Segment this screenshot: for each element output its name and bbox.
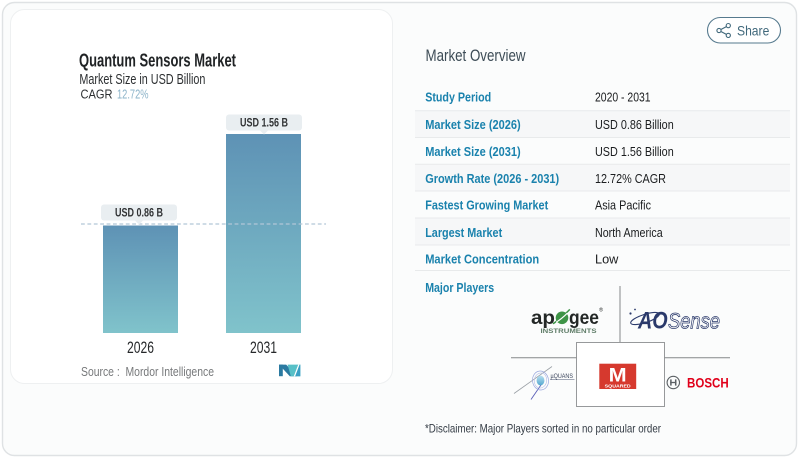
svg-text:2031: 2031 [250,338,277,357]
svg-text:12.72%: 12.72% [117,87,149,102]
svg-text:Source : Mordor Intelligence: Source : Mordor Intelligence [81,365,214,379]
svg-text:AO: AO [637,308,668,335]
svg-text:SQUARED: SQUARED [605,384,632,389]
svg-text:Market Concentration: Market Concentration [425,253,539,267]
svg-text:Market Size (2031): Market Size (2031) [425,145,521,159]
svg-text:Market Size in USD Billion: Market Size in USD Billion [79,71,205,88]
svg-text:CAGR: CAGR [81,87,113,102]
svg-text:ap: ap [531,308,555,329]
svg-text:Largest Market: Largest Market [425,226,503,240]
svg-text:North America: North America [595,226,663,240]
svg-text:2026: 2026 [127,338,154,357]
svg-text:Market Size (2026): Market Size (2026) [425,118,521,132]
svg-text:12.72% CAGR: 12.72% CAGR [595,172,666,186]
svg-text:USD 0.86 Billion: USD 0.86 Billion [595,118,674,132]
svg-text:Asia Pacific: Asia Pacific [595,199,651,213]
svg-text:BOSCH: BOSCH [687,376,729,392]
svg-text:Major Players: Major Players [425,281,494,295]
svg-text:USD 0.86 B: USD 0.86 B [115,208,163,220]
svg-text:Share: Share [737,22,769,38]
svg-text:Study Period: Study Period [425,91,491,105]
svg-text:Low: Low [595,253,619,267]
svg-text:*Disclaimer: Major Players sor: *Disclaimer: Major Players sorted in no … [425,422,661,436]
svg-text:gee: gee [569,308,599,329]
svg-text:USD 1.56 Billion: USD 1.56 Billion [595,145,674,159]
svg-text:Quantum Sensors Market: Quantum Sensors Market [79,50,236,70]
svg-text:®: ® [599,307,603,314]
svg-text:Fastest Growing Market: Fastest Growing Market [425,199,549,213]
svg-text:INSTRUMENTS: INSTRUMENTS [541,329,597,335]
svg-text:Sense: Sense [668,309,720,334]
svg-text:M: M [609,366,627,387]
svg-text:2020 - 2031: 2020 - 2031 [595,91,651,105]
svg-text:Growth Rate (2026 - 2031): Growth Rate (2026 - 2031) [425,172,559,186]
svg-text:USD 1.56 B: USD 1.56 B [240,118,288,130]
svg-text:Market Overview: Market Overview [426,46,527,65]
svg-text:µQUANS: µQUANS [551,374,574,380]
